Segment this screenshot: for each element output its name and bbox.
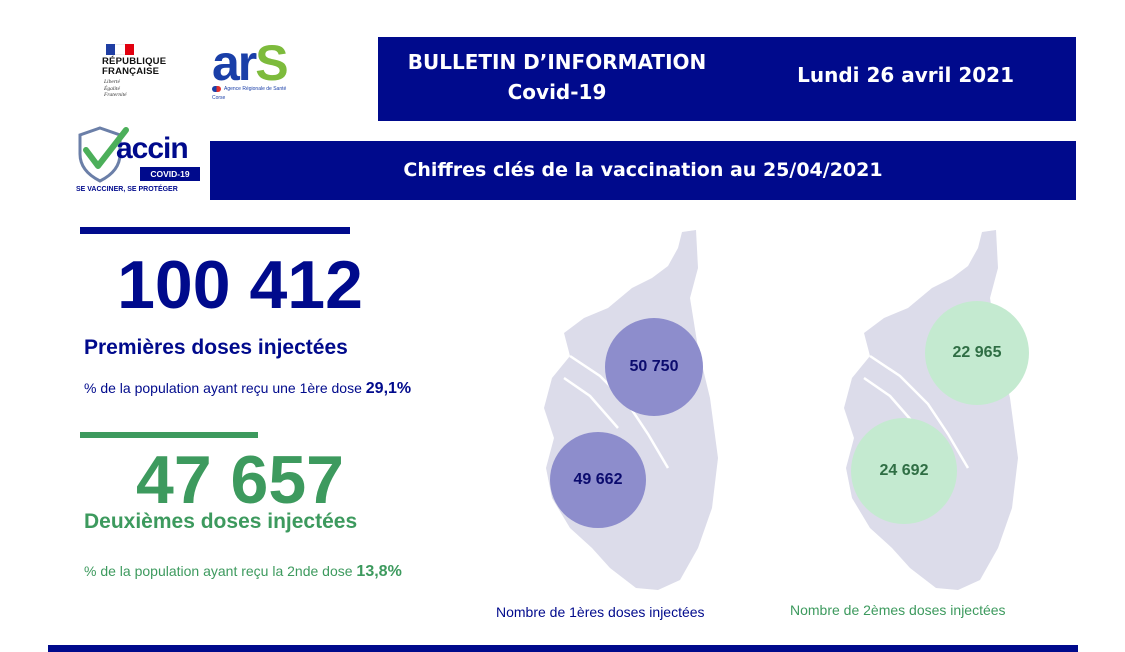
first-doses-pct-value: 29,1%	[365, 380, 412, 397]
rf-title: RÉPUBLIQUE FRANÇAISE	[102, 56, 167, 77]
map-first-south-bubble: 49 662	[550, 432, 646, 528]
shield-check-icon	[78, 126, 129, 183]
map-first-north-bubble: 50 750	[605, 318, 703, 416]
ars-logo: arS Agence Régionale de Santé Corse	[208, 35, 323, 115]
first-doses-label: Premières doses injectées	[84, 336, 348, 359]
bulletin-header: BULLETIN D’INFORMATION Covid-19 Lundi 26…	[378, 37, 1076, 121]
first-doses-pct-text: % de la population ayant reçu une 1ère d…	[84, 380, 362, 396]
vaccin-covid-logo: accin COVID-19 SE VACCINER, SE PROTÉGER	[76, 124, 204, 204]
rf-motto: Liberté Égalité Fraternité	[104, 79, 127, 98]
first-doses-percentage: % de la population ayant reçu une 1ère d…	[84, 380, 411, 398]
bulletin-title-line2: Covid-19	[507, 80, 607, 104]
map-second-caption: Nombre de 2èmes doses injectées	[790, 602, 1006, 618]
ars-agency-name: Agence Régionale de Santé	[224, 86, 287, 92]
republique-francaise-logo: RÉPUBLIQUE FRANÇAISE Liberté Égalité Fra…	[98, 44, 193, 114]
bulletin-title-line1: BULLETIN D’INFORMATION	[407, 50, 707, 74]
second-doses-divider	[80, 432, 258, 438]
map-second-south-bubble: 24 692	[851, 418, 957, 524]
footer-bar	[48, 645, 1078, 652]
first-doses-total: 100 412	[117, 247, 363, 323]
bulletin-title: BULLETIN D’INFORMATION Covid-19	[392, 47, 722, 107]
vaccin-wordmark: accin	[116, 132, 189, 165]
second-doses-total: 47 657	[136, 442, 344, 518]
ars-wordmark: arS	[212, 35, 289, 91]
covid-tag: COVID-19	[140, 167, 200, 181]
first-doses-divider	[80, 227, 350, 234]
french-flag-icon	[106, 44, 134, 55]
vaccin-motto: SE VACCINER, SE PROTÉGER	[76, 186, 178, 193]
second-doses-label: Deuxièmes doses injectées	[84, 510, 358, 533]
second-doses-percentage: % de la population ayant reçu la 2nde do…	[84, 563, 402, 581]
second-doses-pct-value: 13,8%	[356, 563, 402, 580]
ars-region: Corse	[212, 95, 226, 101]
map-second-north-bubble: 22 965	[925, 301, 1029, 405]
ars-dot-icon	[212, 86, 221, 92]
map-first-caption: Nombre de 1ères doses injectées	[496, 604, 705, 620]
bulletin-date: Lundi 26 avril 2021	[797, 63, 1014, 87]
key-figures-banner: Chiffres clés de la vaccination au 25/04…	[210, 141, 1076, 200]
second-doses-pct-text: % de la population ayant reçu la 2nde do…	[84, 563, 353, 579]
key-figures-title: Chiffres clés de la vaccination au 25/04…	[403, 159, 883, 181]
corsica-map-second-doses	[844, 230, 1018, 590]
